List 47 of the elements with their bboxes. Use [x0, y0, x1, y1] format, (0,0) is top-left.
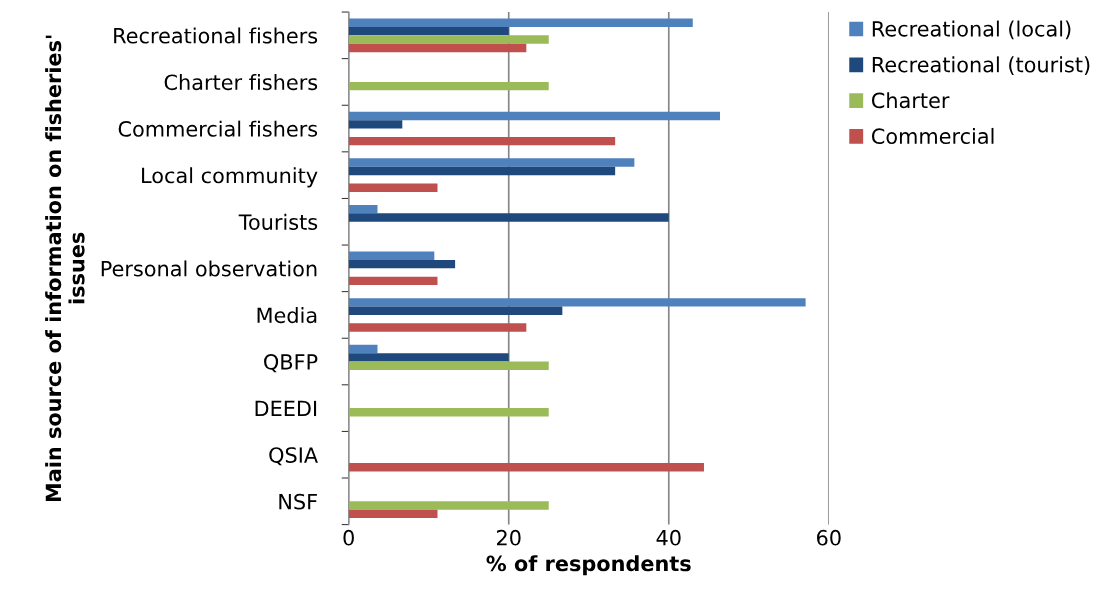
y-tick-label: QSIA — [269, 447, 318, 466]
bar — [348, 353, 509, 362]
bar — [348, 120, 403, 129]
x-tick-label: 20 — [497, 529, 521, 546]
bar — [348, 509, 438, 519]
y-tick-label: Local community — [142, 167, 318, 188]
y-tick-label: Commercial fishers — [118, 120, 318, 137]
bar — [348, 26, 509, 36]
y-tick-label: Tourists — [238, 213, 318, 230]
y-tick-label: Media — [257, 307, 317, 324]
bar — [348, 344, 378, 354]
bar — [348, 166, 616, 176]
bar — [348, 306, 563, 315]
x-tick-label: 40 — [656, 529, 681, 546]
bar — [348, 361, 549, 370]
x-tick-label: 0 — [343, 529, 354, 546]
bar — [348, 111, 720, 121]
bar — [348, 501, 549, 510]
y-tick-label: NSF — [279, 493, 317, 510]
bar — [348, 251, 435, 260]
legend-label: Recreational (local) — [872, 20, 1071, 40]
y-tick-label: Recreational fishers — [114, 27, 318, 44]
bar — [348, 81, 549, 91]
bar — [348, 18, 693, 27]
legend-label: Commercial — [871, 127, 994, 145]
y-tick-label: QBFP — [264, 353, 318, 373]
bar — [348, 408, 549, 417]
y-tick-label: DEEDI — [255, 400, 317, 417]
bar — [348, 298, 806, 307]
legend-label: Charter — [871, 92, 950, 109]
x-axis-title: % of respondents — [486, 555, 691, 576]
bar — [348, 276, 438, 286]
bar — [348, 323, 527, 332]
bar — [348, 136, 616, 146]
bar — [348, 35, 549, 44]
y-tick-label: Personal observation — [101, 260, 317, 277]
y-tick-label: Charter fishers — [164, 74, 318, 91]
bar — [348, 183, 438, 192]
legend-label: Recreational (tourist) — [872, 56, 1090, 75]
bar — [348, 213, 669, 222]
x-tick-label: 60 — [817, 529, 841, 546]
bar — [348, 204, 378, 214]
y-axis-title: Main source of information on fisheries' issues — [45, 35, 85, 502]
bar — [348, 463, 704, 472]
bar — [348, 43, 527, 53]
bar — [348, 158, 635, 167]
bar — [348, 259, 456, 269]
